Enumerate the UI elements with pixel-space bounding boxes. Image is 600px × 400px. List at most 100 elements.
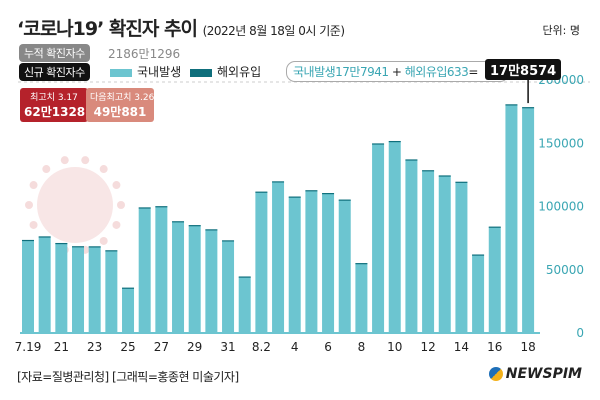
y-tick-label: 50000 bbox=[546, 263, 584, 277]
newspim-logo: NEWSPIM bbox=[488, 366, 582, 382]
bar-domestic bbox=[405, 159, 418, 333]
virus-spike-icon bbox=[29, 181, 38, 190]
bar-domestic bbox=[355, 263, 368, 333]
x-tick-label: 6 bbox=[324, 340, 332, 354]
x-tick-label: 12 bbox=[420, 340, 435, 354]
record-value: 49만881 bbox=[93, 105, 147, 119]
virus-illustration-icon bbox=[37, 167, 113, 243]
virus-spike-icon bbox=[81, 156, 90, 165]
bar-domestic bbox=[272, 181, 285, 333]
bar-domestic bbox=[288, 196, 301, 333]
bar-overseas bbox=[422, 170, 435, 172]
virus-spike-icon bbox=[99, 236, 108, 245]
bar-domestic bbox=[88, 246, 101, 333]
bar-domestic bbox=[255, 192, 268, 333]
bar-domestic bbox=[522, 107, 535, 333]
virus-spike-icon bbox=[29, 220, 38, 229]
x-tick-label: 16 bbox=[487, 340, 502, 354]
bar-domestic bbox=[455, 182, 468, 333]
x-tick-label: 4 bbox=[291, 340, 299, 354]
bar-overseas bbox=[472, 254, 485, 256]
bar-overseas bbox=[255, 191, 268, 193]
bar-domestic bbox=[155, 206, 168, 333]
summary-overseas: 해외유입633 bbox=[404, 65, 469, 79]
legend-overseas: 해외유입 bbox=[190, 63, 261, 80]
bar-overseas bbox=[55, 242, 68, 245]
legend-domestic: 국내발생 bbox=[110, 63, 181, 80]
bar-overseas bbox=[355, 263, 368, 265]
x-tick-label: 10 bbox=[387, 340, 402, 354]
y-tick-label: 100000 bbox=[538, 200, 584, 214]
summary-plus: + bbox=[391, 65, 402, 79]
x-tick-label: 21 bbox=[54, 340, 69, 354]
x-tick-label: 14 bbox=[454, 340, 469, 354]
bar-domestic bbox=[105, 250, 118, 333]
title-text: ‘코로나19’ 확진자 추이 bbox=[17, 18, 198, 40]
summary-domestic: 국내발생17만7941 bbox=[293, 65, 389, 79]
bar-overseas bbox=[272, 181, 285, 183]
bar-domestic bbox=[505, 104, 518, 333]
logo-icon bbox=[488, 367, 503, 381]
source-credit: [자료=질병관리청] [그래픽=홍종현 미술기자] bbox=[17, 370, 239, 384]
legend-label: 국내발생 bbox=[137, 65, 182, 79]
bar-overseas bbox=[105, 250, 118, 252]
bar-domestic bbox=[488, 226, 501, 333]
x-tick-label: 18 bbox=[520, 340, 535, 354]
bar-domestic bbox=[238, 276, 251, 333]
bar-overseas bbox=[188, 225, 201, 227]
cumulative-label: 누적 확진자수 bbox=[19, 44, 90, 62]
x-tick-label: 27 bbox=[154, 340, 169, 354]
bar-overseas bbox=[322, 193, 335, 195]
second-high-box: 다음최고치 3.26 49만881 bbox=[86, 88, 154, 122]
x-tick-label: 31 bbox=[220, 340, 235, 354]
bar-domestic bbox=[472, 254, 485, 333]
legend-swatch bbox=[110, 68, 132, 77]
virus-spike-icon bbox=[99, 165, 108, 174]
record-label: 다음최고치 3.26 bbox=[90, 93, 155, 103]
virus-spike-icon bbox=[42, 165, 51, 174]
record-high-box: 최고치 3.17 62만1328 bbox=[20, 88, 88, 122]
new-cases-label: 신규 확진자수 bbox=[19, 63, 90, 81]
bar-overseas bbox=[38, 236, 51, 238]
cumulative-value: 2186만1296 bbox=[108, 47, 181, 61]
bar-overseas bbox=[138, 207, 151, 209]
summary-total: 17만8574 bbox=[485, 59, 562, 80]
bar-overseas bbox=[438, 175, 451, 177]
bar-overseas bbox=[338, 199, 351, 201]
y-tick-label: 0 bbox=[576, 326, 584, 340]
bar-domestic bbox=[122, 287, 135, 333]
bar-overseas bbox=[172, 221, 185, 223]
bar-overseas bbox=[222, 240, 235, 242]
record-value: 62만1328 bbox=[24, 105, 86, 119]
bar-domestic bbox=[422, 170, 435, 333]
virus-spike-icon bbox=[112, 220, 121, 229]
bar-overseas bbox=[522, 107, 535, 109]
virus-spike-icon bbox=[25, 201, 33, 209]
bar-overseas bbox=[405, 159, 418, 161]
bar-domestic bbox=[205, 229, 218, 333]
bar-overseas bbox=[22, 239, 34, 242]
y-tick-label: 150000 bbox=[538, 136, 584, 150]
bar-overseas bbox=[72, 246, 85, 248]
x-tick-label: 29 bbox=[187, 340, 202, 354]
bar-overseas bbox=[155, 206, 168, 208]
bar-overseas bbox=[488, 226, 501, 228]
subtitle: (2022년 8월 18일 0시 기준) bbox=[202, 24, 345, 38]
summary-equals: = bbox=[468, 65, 478, 79]
x-tick-label: 25 bbox=[120, 340, 135, 354]
virus-spike-icon bbox=[60, 156, 69, 165]
bar-domestic bbox=[22, 240, 34, 333]
bar-overseas bbox=[388, 140, 401, 143]
bar-domestic bbox=[338, 199, 351, 333]
bar-domestic bbox=[72, 246, 85, 333]
logo-text: NEWSPIM bbox=[505, 366, 582, 382]
summary-box: 국내발생17만7941 + 해외유입633= bbox=[286, 61, 509, 82]
bar-overseas bbox=[205, 229, 218, 231]
bar-overseas bbox=[305, 190, 318, 192]
bar-domestic bbox=[438, 175, 451, 333]
bar-overseas bbox=[455, 181, 468, 183]
bar-overseas bbox=[238, 276, 251, 278]
bar-overseas bbox=[88, 246, 101, 248]
x-tick-label: 23 bbox=[87, 340, 102, 354]
